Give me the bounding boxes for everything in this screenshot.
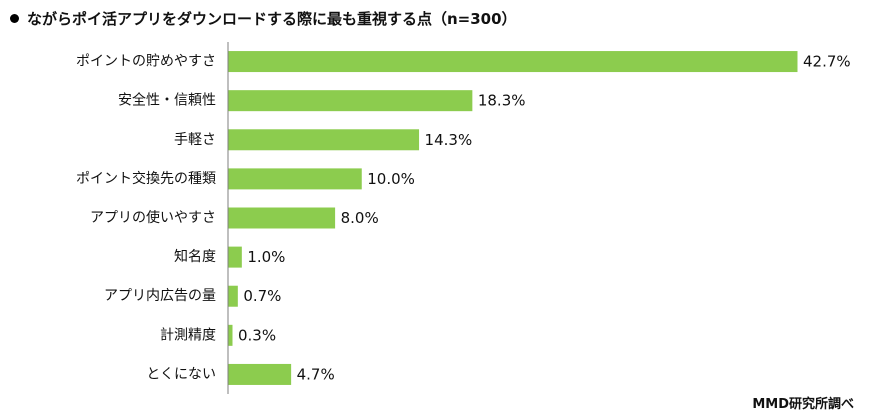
bar bbox=[228, 246, 242, 268]
source-note: MMD研究所調べ bbox=[752, 397, 854, 412]
bullet-icon bbox=[10, 13, 19, 23]
category-label: ポイント交換先の種類 bbox=[76, 170, 216, 187]
value-label: 4.7% bbox=[297, 365, 335, 383]
category-label: 手軽さ bbox=[174, 132, 216, 148]
value-label: 18.3% bbox=[478, 92, 526, 110]
category-label: ポイントの貯めやすさ bbox=[76, 54, 216, 70]
value-label: 1.0% bbox=[247, 248, 285, 266]
chart-title: ながらポイ活アプリをダウンロードする際に最も重視する点（n=300） bbox=[27, 9, 517, 28]
bar bbox=[228, 363, 292, 385]
value-label: 8.0% bbox=[341, 209, 379, 227]
category-label: 安全性・信頼性 bbox=[118, 92, 216, 109]
bar bbox=[228, 168, 362, 190]
category-label: アプリの使いやすさ bbox=[90, 209, 216, 226]
category-label: とくにない bbox=[146, 366, 216, 382]
value-label: 42.7% bbox=[803, 53, 851, 71]
category-label: アプリ内広告の量 bbox=[104, 288, 216, 304]
bar bbox=[228, 90, 473, 112]
value-label: 10.0% bbox=[367, 170, 415, 188]
bar bbox=[228, 51, 798, 73]
value-label: 0.7% bbox=[243, 287, 281, 305]
category-label: 計測精度 bbox=[160, 327, 216, 343]
value-label: 0.3% bbox=[238, 326, 276, 344]
bar bbox=[228, 129, 420, 151]
bar bbox=[228, 324, 233, 346]
chart-title-row: ながらポイ活アプリをダウンロードする際に最も重視する点（n=300） bbox=[10, 6, 517, 30]
category-label: 知名度 bbox=[174, 248, 216, 265]
value-label: 14.3% bbox=[425, 131, 473, 149]
bar bbox=[228, 207, 336, 229]
bar bbox=[228, 285, 238, 307]
